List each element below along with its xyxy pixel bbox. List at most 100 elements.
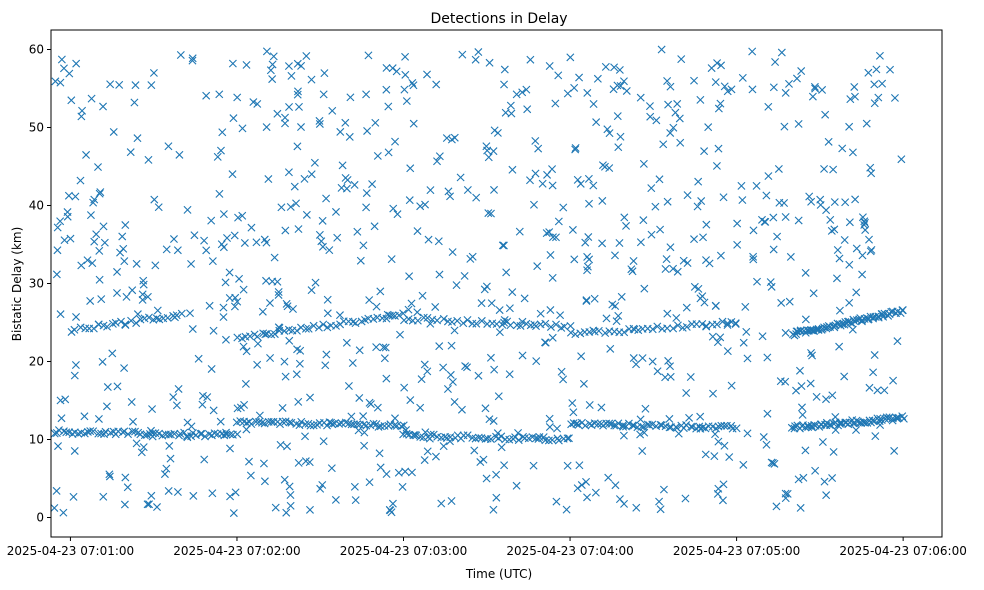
- scatter-point: [589, 181, 598, 190]
- scatter-point: [581, 421, 590, 430]
- scatter-point: [613, 81, 622, 90]
- scatter-point: [585, 401, 594, 409]
- scatter-point: [605, 129, 614, 138]
- scatter-point: [781, 212, 790, 221]
- scatter-point: [318, 480, 327, 489]
- scatter-point: [139, 443, 148, 452]
- scatter-point: [629, 324, 638, 333]
- scatter-point: [862, 119, 871, 128]
- scatter-point: [62, 428, 71, 437]
- scatter-point: [322, 350, 331, 359]
- scatter-point: [131, 81, 140, 90]
- scatter-point: [205, 301, 214, 310]
- scatter-point: [293, 59, 302, 68]
- scatter-point: [387, 255, 396, 264]
- scatter-point: [585, 199, 594, 208]
- plot-frame: [50, 29, 943, 538]
- scatter-point: [362, 90, 371, 99]
- scatter-point: [344, 382, 353, 391]
- scatter-point: [421, 200, 430, 209]
- scatter-point: [762, 440, 771, 449]
- scatter-point: [222, 430, 231, 439]
- scatter-point: [120, 257, 129, 266]
- scatter-point: [335, 419, 344, 428]
- scatter-point: [541, 436, 550, 445]
- scatter-point: [270, 330, 279, 339]
- scatter-point: [450, 133, 459, 142]
- scatter-point: [794, 119, 803, 128]
- scatter-point: [444, 187, 453, 196]
- scatter-point: [615, 239, 624, 248]
- scatter-point: [709, 389, 717, 398]
- scatter-point: [620, 499, 629, 508]
- scatter-point: [217, 240, 226, 249]
- scatter-point: [143, 431, 152, 439]
- scatter-point: [397, 422, 406, 431]
- scatter-point: [656, 225, 665, 234]
- scatter-point: [748, 85, 757, 94]
- scatter-point: [447, 341, 456, 350]
- scatter-point: [592, 118, 601, 127]
- scatter-point: [297, 417, 306, 426]
- scatter-point: [221, 278, 230, 287]
- scatter-point: [245, 457, 253, 466]
- scatter-point: [200, 455, 209, 464]
- scatter-point: [360, 441, 369, 450]
- scatter-point: [669, 123, 678, 132]
- scatter-point: [262, 123, 271, 132]
- scatter-point: [453, 316, 462, 325]
- scatter-point: [858, 251, 867, 260]
- scatter-point: [391, 414, 399, 423]
- scatter-point: [99, 492, 108, 501]
- scatter-point: [753, 277, 762, 286]
- scatter-point: [781, 88, 790, 97]
- scatter-point: [406, 164, 415, 173]
- scatter-point: [252, 238, 261, 247]
- scatter-point: [603, 125, 612, 134]
- scatter-point: [292, 199, 301, 208]
- scatter-point: [860, 218, 869, 227]
- scatter-point: [568, 225, 577, 234]
- scatter-point: [140, 431, 149, 440]
- scatter-point: [752, 181, 761, 190]
- scatter-point: [720, 421, 729, 430]
- scatter-point: [646, 112, 655, 121]
- scatter-point: [671, 108, 680, 117]
- scatter-point: [781, 494, 790, 503]
- scatter-point: [253, 332, 262, 341]
- scatter-point: [307, 170, 316, 179]
- scatter-point: [219, 313, 228, 322]
- scatter-point: [552, 320, 560, 329]
- scatter-point: [821, 110, 830, 119]
- scatter-point: [486, 435, 495, 444]
- scatter-point: [672, 423, 681, 432]
- scatter-point: [852, 426, 861, 435]
- scatter-point: [887, 307, 896, 316]
- scatter-point: [251, 417, 260, 426]
- scatter-point: [189, 491, 198, 500]
- scatter-point: [97, 295, 106, 304]
- chart-title: Detections in Delay: [430, 11, 567, 27]
- scatter-point: [482, 282, 491, 291]
- scatter-point: [538, 179, 547, 188]
- marks-layer: [50, 45, 908, 518]
- scatter-point: [870, 99, 879, 108]
- scatter-point: [647, 230, 656, 239]
- scatter-point: [463, 431, 472, 440]
- scatter-point: [801, 315, 810, 324]
- scatter-point: [665, 414, 674, 423]
- scatter-point: [619, 422, 628, 431]
- scatter-point: [335, 311, 344, 320]
- scatter-point: [365, 478, 374, 487]
- scatter-point: [98, 357, 107, 366]
- scatter-point: [663, 309, 672, 318]
- scatter-point: [405, 196, 414, 205]
- scatter-point: [71, 192, 80, 201]
- scatter-point: [96, 188, 105, 197]
- scatter-point: [284, 62, 293, 71]
- scatter-point: [598, 239, 607, 248]
- scatter-point: [743, 429, 752, 438]
- scatter-point: [281, 119, 290, 128]
- scatter-point: [718, 496, 727, 505]
- scatter-point: [86, 211, 95, 220]
